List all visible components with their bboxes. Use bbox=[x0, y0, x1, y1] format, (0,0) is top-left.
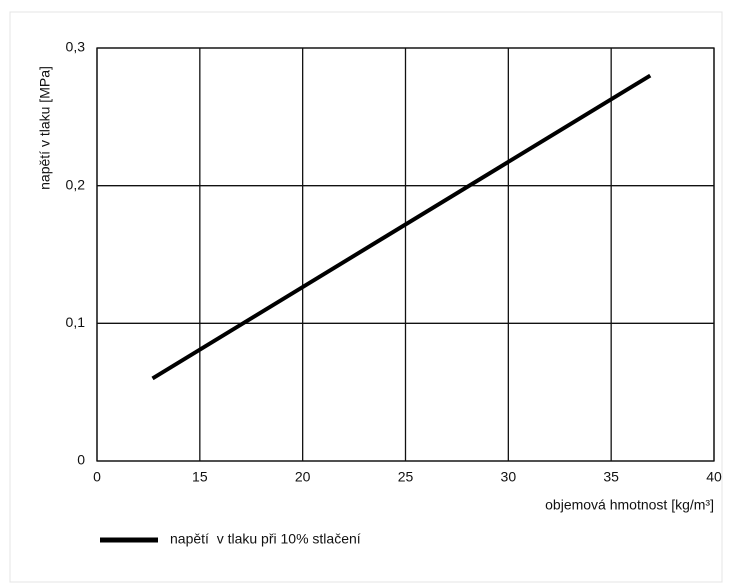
legend-label: napětí v tlaku při 10% stlačení bbox=[170, 531, 361, 547]
y-tick-label: 0 bbox=[77, 452, 85, 468]
x-tick-label: 25 bbox=[398, 469, 414, 485]
y-tick-label: 0,3 bbox=[66, 39, 86, 55]
y-axis-label: napětí v tlaku [MPa] bbox=[37, 66, 53, 190]
x-tick-label: 0 bbox=[93, 469, 101, 485]
data-line bbox=[151, 73, 652, 381]
x-axis-label: objemová hmotnost [kg/m³] bbox=[545, 497, 714, 513]
frame bbox=[9, 11, 723, 583]
x-tick-label: 35 bbox=[603, 469, 619, 485]
x-tick-label: 15 bbox=[192, 469, 208, 485]
x-tick-label: 20 bbox=[295, 469, 311, 485]
y-tick-label: 0,1 bbox=[66, 314, 86, 330]
y-tick-label: 0,2 bbox=[66, 176, 86, 192]
x-tick-label: 30 bbox=[501, 469, 517, 485]
x-tick-label: 40 bbox=[706, 469, 722, 485]
